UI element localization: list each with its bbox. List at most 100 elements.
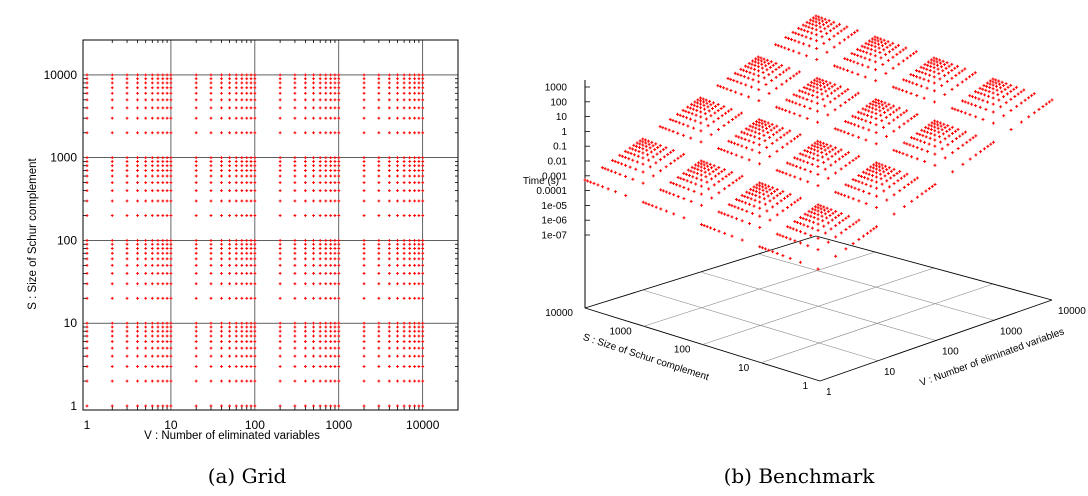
benchmark-point [971,73,975,77]
grid-point [333,106,337,110]
benchmark-point [836,150,840,154]
benchmark-point [695,176,699,180]
grid-point [220,91,223,95]
grid-point [253,365,257,368]
grid-point [293,365,297,368]
benchmark-point [935,60,939,64]
grid-point [125,91,129,95]
grid-point [278,174,282,178]
grid-point [125,271,129,275]
grid-point [249,239,253,242]
grid-point [161,106,165,110]
grid-point [169,86,173,90]
benchmark-point [778,192,782,196]
benchmark-point [733,141,737,145]
grid-point [245,325,249,329]
grid-point [324,169,328,172]
benchmark-point [865,51,869,55]
benchmark-point [737,176,741,180]
benchmark-point [757,74,761,78]
grid-point [413,98,416,102]
benchmark-point [827,87,831,91]
benchmark-point [787,99,791,103]
grid-point [245,214,249,217]
benchmark-point [932,66,936,70]
benchmark-point [691,175,695,179]
grid-point [413,365,416,368]
benchmark-point [815,90,819,94]
z-axis-label: Time (s) [523,176,559,187]
benchmark-point [799,241,803,245]
benchmark-point [885,179,889,183]
grid-point [144,77,148,81]
benchmark-point [812,85,816,89]
grid-point [161,346,165,350]
grid-point [85,156,89,160]
benchmark-point [708,99,712,103]
grid-point [240,404,244,408]
benchmark-point [739,92,743,96]
benchmark-point [822,82,826,86]
benchmark-point [809,214,813,218]
grid-point [303,404,307,408]
benchmark-point [704,98,708,102]
grid-point [165,242,169,246]
benchmark-point [829,208,833,212]
benchmark-point [682,178,686,182]
benchmark-point [770,122,774,126]
grid-point [144,365,148,368]
benchmark-point [697,161,701,165]
benchmark-point [747,128,751,132]
benchmark-point [696,98,700,102]
benchmark-point [891,41,895,45]
benchmark-point [740,155,744,159]
grid-point [161,404,165,408]
benchmark-point [768,65,772,69]
x-tick-label: 10000 [406,418,440,432]
benchmark-point [950,125,954,129]
grid-point [156,98,160,102]
benchmark-point [666,152,670,156]
grid-point [293,199,297,203]
grid-point [220,354,223,358]
benchmark-point [803,212,807,216]
grid-point [165,181,169,185]
benchmark-point [648,146,652,150]
grid-point [125,214,129,217]
benchmark-point [941,132,945,136]
grid-point [249,271,253,275]
benchmark-point [699,162,703,166]
grid-point [362,98,366,102]
grid-point [318,404,322,408]
benchmark-point [823,104,827,108]
grid-point [278,296,282,300]
benchmark-point [929,128,933,132]
grid-point [396,325,399,329]
grid-point [362,329,366,333]
grid-point [220,239,223,242]
grid-point [110,77,114,81]
benchmark-point [681,133,685,137]
grid-point [396,334,399,338]
grid-point [165,257,169,261]
grid-point [136,91,139,95]
grid-point [245,404,249,408]
benchmark-point [861,107,865,111]
grid-point [303,116,307,120]
grid-point [278,247,282,250]
benchmark-point [764,64,768,68]
benchmark-point [689,117,693,121]
benchmark-point [717,147,721,151]
grid-point [413,404,416,408]
grid-point [209,242,213,246]
grid-point [324,189,328,193]
grid-point [110,242,114,246]
benchmark-point [1023,98,1027,102]
benchmark-point [912,137,916,141]
grid-point [165,91,169,95]
benchmark-point [744,201,748,205]
benchmark-point [874,161,878,165]
grid-point [249,257,253,261]
grid-point [253,181,257,185]
benchmark-point [609,169,613,173]
